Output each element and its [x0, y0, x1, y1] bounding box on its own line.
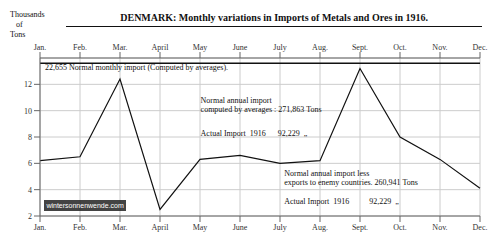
svg-text:Aug.: Aug.	[312, 223, 328, 232]
svg-text:4: 4	[28, 186, 32, 195]
html-text:Thousands: Thousands	[10, 10, 45, 19]
svg-text:Feb.: Feb.	[73, 223, 87, 232]
svg-text:Dec.: Dec.	[473, 223, 488, 232]
svg-text:June: June	[233, 223, 248, 232]
svg-text:Dec.: Dec.	[473, 43, 488, 52]
svg-text:6: 6	[28, 159, 32, 168]
html-text:Actual Import 1916 92,229 „: Actual Import 1916 92,229 „	[200, 129, 308, 139]
svg-text:April: April	[152, 223, 170, 232]
svg-text:May: May	[193, 223, 208, 232]
svg-text:July: July	[273, 223, 286, 232]
svg-text:Oct.: Oct.	[393, 43, 407, 52]
svg-text:Oct.: Oct.	[393, 223, 407, 232]
svg-text:Aug.: Aug.	[312, 43, 328, 52]
svg-text:Jan.: Jan.	[34, 43, 47, 52]
svg-text:8: 8	[28, 133, 32, 142]
html-text:DENMARK: Monthly variations in: DENMARK: Monthly variations in Imports o…	[120, 12, 429, 23]
svg-text:2: 2	[28, 212, 32, 221]
svg-text:July: July	[273, 43, 286, 52]
svg-text:10: 10	[24, 107, 32, 116]
svg-text:22,655 Normal monthly import (: 22,655 Normal monthly import (Computed b…	[45, 63, 228, 72]
html-text:wintersonnenwende.com: wintersonnenwende.com	[46, 202, 124, 210]
svg-text:Nov.: Nov.	[432, 223, 447, 232]
html-text:of: of	[16, 20, 23, 29]
svg-text:Mar.: Mar.	[113, 43, 128, 52]
html-text:Tons: Tons	[10, 30, 26, 39]
svg-text:12: 12	[24, 80, 32, 89]
svg-text:Jan.: Jan.	[34, 223, 47, 232]
html-text:Normal annual import computed: Normal annual import computed by average…	[200, 95, 322, 114]
svg-text:Sept.: Sept.	[352, 43, 368, 52]
svg-text:Sept.: Sept.	[352, 223, 368, 232]
svg-text:April: April	[152, 43, 170, 52]
svg-text:Mar.: Mar.	[113, 223, 128, 232]
svg-text:June: June	[233, 43, 248, 52]
svg-text:Feb.: Feb.	[73, 43, 87, 52]
svg-text:Nov.: Nov.	[432, 43, 447, 52]
html-text:Normal annual import less expo: Normal annual import less exports to ene…	[284, 168, 418, 187]
html-text:Actual Import 1916 92,229 „: Actual Import 1916 92,229 „	[284, 197, 399, 206]
svg-text:May: May	[193, 43, 208, 52]
